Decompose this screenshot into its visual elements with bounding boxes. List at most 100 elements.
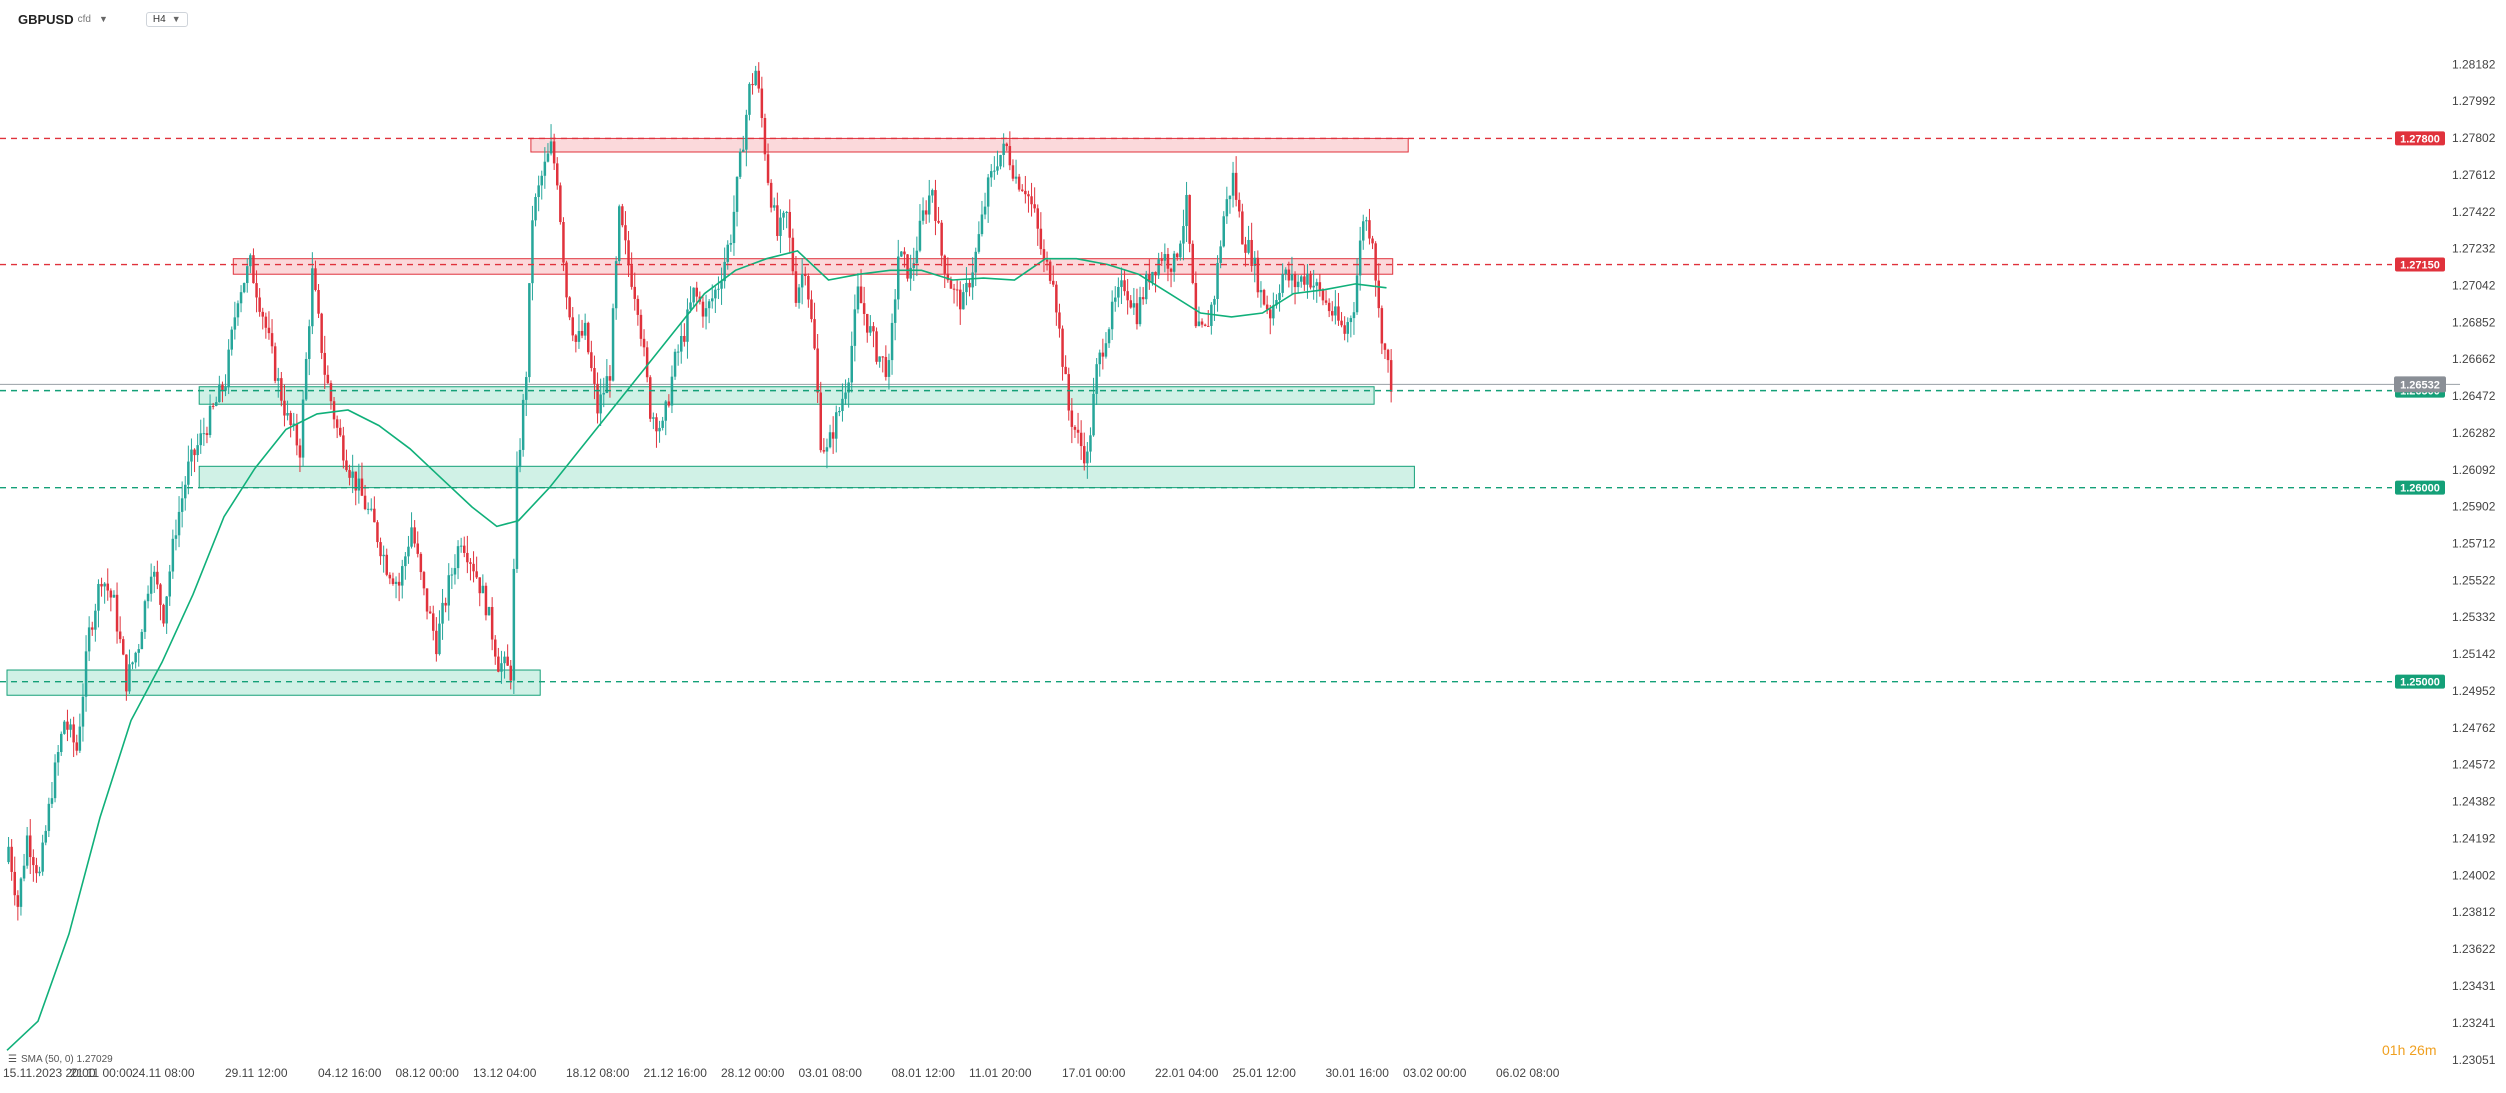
candle (252, 248, 255, 284)
candle-body (435, 630, 438, 655)
candle-body (391, 578, 395, 584)
candle (261, 307, 264, 330)
candle-body (180, 498, 184, 512)
candle (38, 866, 41, 877)
timeframe-selector[interactable]: H4 ▼ (145, 11, 188, 27)
level-label-bg (2395, 480, 2445, 495)
candle (1216, 255, 1219, 312)
y-tick-label: 1.27422 (2452, 205, 2496, 219)
candle-body (373, 508, 376, 523)
candle (766, 143, 770, 186)
candle-body (1349, 318, 1353, 323)
chevron-down-icon[interactable]: ▼ (98, 14, 108, 24)
candle-body (1114, 297, 1117, 302)
candle (16, 890, 20, 921)
candle (831, 416, 835, 454)
candle-body (363, 495, 367, 510)
candle-body (311, 268, 314, 327)
candle-body (1327, 302, 1331, 312)
y-tick-label: 1.27232 (2452, 242, 2496, 256)
candle-body (1259, 289, 1263, 293)
candle-body (952, 288, 956, 290)
candle (1086, 442, 1089, 479)
y-tick-label: 1.24572 (2452, 758, 2496, 772)
y-tick-label: 1.24382 (2452, 795, 2496, 809)
candle (1256, 250, 1260, 298)
candle-body (735, 176, 739, 212)
candle-body (16, 895, 20, 907)
candle-body (1011, 165, 1015, 179)
candle (444, 597, 447, 613)
candle (704, 294, 708, 330)
candle-body (35, 865, 38, 874)
candle-body (196, 445, 199, 456)
candle-body (1352, 312, 1356, 319)
candle (236, 300, 240, 326)
candle (81, 683, 85, 742)
candle-body (630, 265, 633, 287)
candle-body (769, 182, 773, 208)
countdown-minutes: 26 (2409, 1042, 2425, 1058)
candle (283, 384, 286, 427)
candle (391, 572, 395, 586)
candle (1154, 271, 1157, 293)
candle (1095, 358, 1098, 406)
candle-body (298, 445, 302, 458)
candle (729, 234, 733, 252)
x-tick-label: 24.11 08:00 (132, 1066, 195, 1080)
candle-body (875, 331, 878, 362)
indicator-legend[interactable]: ☰ SMA (50, 0) 1.27029 (8, 1054, 113, 1065)
candle-body (931, 190, 934, 196)
candle (921, 197, 925, 225)
candle-body (1005, 143, 1008, 147)
candle (937, 206, 940, 224)
candle-body (627, 240, 630, 266)
candle-body (308, 326, 311, 359)
y-tick-label: 1.25142 (2452, 647, 2496, 661)
candle (556, 157, 559, 190)
candle-body (642, 338, 646, 348)
candle-body (475, 571, 478, 578)
candle-body (342, 435, 345, 461)
candle-body (1346, 322, 1349, 334)
candle (128, 649, 131, 694)
candle-body (707, 301, 711, 309)
candle-body (416, 543, 419, 554)
candle (286, 400, 289, 421)
candle-body (75, 742, 78, 751)
candle-body (711, 298, 714, 302)
candle (97, 579, 100, 628)
candle (311, 252, 314, 335)
candle (125, 654, 128, 701)
candle-body (1135, 303, 1139, 325)
candle-body (463, 545, 466, 553)
x-tick-label: 21.11 00:00 (70, 1066, 133, 1080)
candle (1377, 263, 1380, 318)
candle (959, 281, 962, 325)
candle (549, 124, 553, 156)
candle (255, 270, 258, 313)
candle (84, 635, 88, 712)
candle (267, 311, 271, 340)
candle (633, 272, 636, 311)
candle-body (239, 292, 243, 304)
candle (1244, 236, 1247, 267)
candle-body (1368, 220, 1371, 239)
candle (490, 597, 494, 651)
candle (893, 289, 897, 341)
candle-body (1219, 246, 1222, 263)
candle (596, 372, 599, 424)
candle-body (928, 195, 931, 215)
candle-body (1293, 274, 1297, 288)
candle-body (1076, 429, 1080, 433)
candle-body (1014, 176, 1018, 179)
candle-body (1033, 204, 1036, 209)
candle-body (1083, 446, 1086, 464)
candle (1188, 194, 1191, 253)
symbol-name[interactable]: GBPUSD (18, 11, 74, 27)
candle (78, 713, 82, 754)
candle (1228, 195, 1232, 214)
candle-body (444, 602, 447, 606)
candle (72, 716, 75, 758)
